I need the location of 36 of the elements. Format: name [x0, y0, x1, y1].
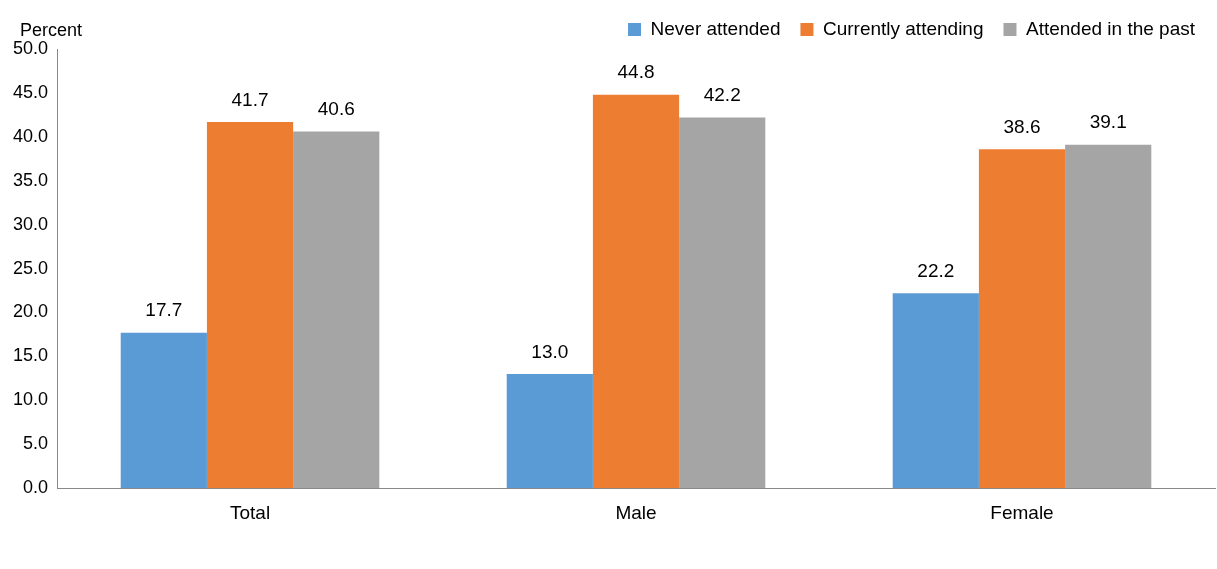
bar — [679, 117, 766, 489]
x-tick-label: Female — [990, 501, 1054, 523]
data-label: 17.7 — [145, 299, 183, 321]
legend-label: Currently attending — [822, 17, 984, 39]
y-tick-label: 50.0 — [12, 37, 49, 58]
x-tick-label: Total — [229, 501, 271, 523]
bar — [1065, 144, 1152, 489]
data-label: 13.0 — [531, 340, 569, 362]
bar — [506, 374, 593, 489]
y-tick-label: 35.0 — [12, 169, 49, 190]
data-label: 38.6 — [1003, 115, 1041, 137]
bar — [293, 131, 380, 489]
data-label: 42.2 — [703, 84, 741, 106]
y-tick-label: 45.0 — [12, 81, 49, 102]
data-label: 40.6 — [317, 98, 355, 120]
y-tick-label: 5.0 — [23, 433, 49, 454]
x-tick-label: Male — [615, 501, 657, 523]
data-label: 22.2 — [917, 259, 955, 281]
y-tick-label: 15.0 — [12, 345, 49, 366]
legend-label: Attended in the past — [1025, 17, 1196, 39]
data-label: 39.1 — [1089, 111, 1127, 133]
bar — [892, 293, 979, 489]
y-axis-title: Percent — [20, 19, 83, 40]
legend-label: Never attended — [650, 17, 781, 39]
y-tick-label: 10.0 — [12, 389, 49, 410]
bar — [978, 149, 1066, 489]
data-label: 44.8 — [617, 61, 655, 83]
bar — [120, 332, 207, 489]
y-tick-label: 30.0 — [12, 213, 49, 234]
y-tick-label: 25.0 — [12, 257, 49, 278]
bar — [592, 94, 680, 489]
data-label: 41.7 — [231, 88, 269, 110]
y-tick-label: 40.0 — [12, 125, 49, 146]
bar — [206, 121, 294, 489]
y-tick-label: 0.0 — [23, 477, 49, 498]
y-tick-label: 20.0 — [12, 301, 49, 322]
